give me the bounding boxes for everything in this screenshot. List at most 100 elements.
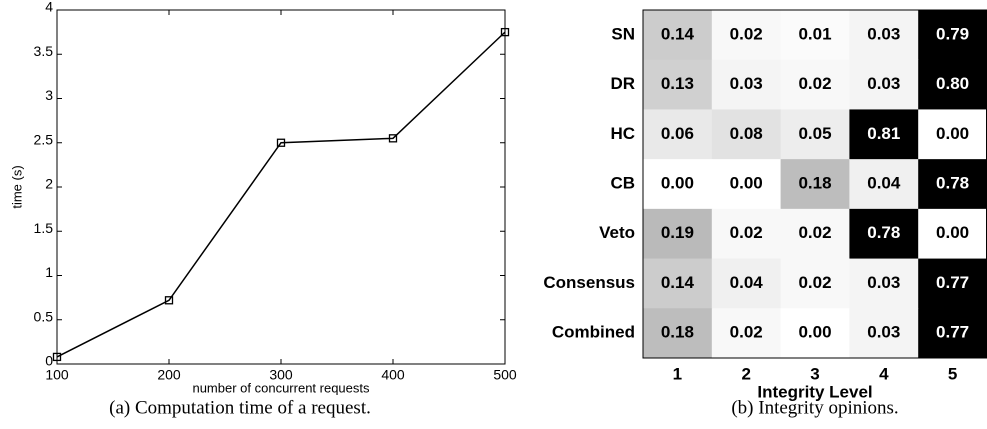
x-tick-label: 100 bbox=[45, 367, 69, 383]
cell-label: 0.00 bbox=[798, 323, 831, 342]
cell bbox=[711, 10, 782, 61]
y-tick-label: 0 bbox=[45, 353, 53, 369]
cell-label: 0.18 bbox=[798, 173, 831, 192]
cell bbox=[918, 308, 987, 359]
cell bbox=[849, 59, 919, 110]
cell bbox=[849, 308, 919, 359]
cell bbox=[643, 109, 713, 160]
cell bbox=[918, 258, 987, 309]
cell-label: 0.14 bbox=[661, 24, 695, 43]
cell bbox=[780, 258, 850, 309]
row-label: Veto bbox=[599, 223, 635, 242]
cell-label: 0.03 bbox=[867, 74, 900, 93]
cell bbox=[918, 208, 987, 260]
cell-label: 0.14 bbox=[661, 273, 695, 292]
cell-label: 0.00 bbox=[661, 173, 694, 192]
cell bbox=[849, 109, 919, 160]
cell-label: 0.03 bbox=[867, 273, 900, 292]
x-tick-label: 200 bbox=[157, 367, 181, 383]
cell-label: 0.03 bbox=[730, 74, 763, 93]
cell bbox=[643, 59, 713, 110]
x-tick-label: 2 bbox=[741, 364, 750, 383]
cell-label: 0.00 bbox=[936, 124, 969, 143]
cell-label: 0.01 bbox=[798, 24, 831, 43]
cell bbox=[711, 258, 782, 309]
cell-label: 0.77 bbox=[936, 273, 969, 292]
cell-label: 0.77 bbox=[936, 323, 969, 342]
cell bbox=[918, 10, 987, 61]
cell-label: 0.79 bbox=[936, 24, 969, 43]
x-tick-label: 1 bbox=[673, 364, 682, 383]
cell bbox=[711, 208, 782, 260]
caption: (a) Computation time of a request. bbox=[109, 397, 371, 418]
cell bbox=[918, 159, 987, 210]
cell-label: 0.03 bbox=[867, 24, 900, 43]
row-label: SN bbox=[611, 24, 635, 43]
cell bbox=[643, 258, 713, 309]
x-tick-label: 300 bbox=[269, 367, 293, 383]
x-axis-label: Integrity Level bbox=[757, 382, 872, 401]
cell bbox=[780, 59, 850, 110]
y-tick-label: 1 bbox=[45, 264, 53, 280]
cell-label: 0.02 bbox=[730, 323, 763, 342]
cell bbox=[711, 109, 782, 160]
row-label: HC bbox=[610, 124, 635, 143]
cell bbox=[711, 159, 782, 210]
x-tick-label: 400 bbox=[381, 367, 405, 383]
marker bbox=[164, 296, 174, 305]
cell-label: 0.05 bbox=[798, 124, 831, 143]
y-tick-label: 2 bbox=[45, 176, 53, 192]
marker bbox=[500, 27, 510, 37]
cell bbox=[849, 258, 919, 309]
cell bbox=[849, 159, 919, 210]
cell-label: 0.78 bbox=[867, 223, 900, 242]
cell-label: 0.13 bbox=[661, 74, 694, 93]
cell-label: 0.19 bbox=[661, 223, 694, 242]
y-tick-label: 3.5 bbox=[34, 43, 54, 59]
y-tick-label: 0.5 bbox=[34, 308, 54, 324]
row-label: Consensus bbox=[543, 273, 635, 292]
x-tick-label: 5 bbox=[948, 364, 957, 383]
cell-label: 0.03 bbox=[867, 323, 900, 342]
cell bbox=[643, 159, 713, 210]
cell bbox=[849, 10, 919, 61]
marker bbox=[276, 138, 286, 147]
cell-label: 0.02 bbox=[798, 223, 831, 242]
cell-label: 0.04 bbox=[867, 173, 901, 192]
plot-frame bbox=[56, 9, 506, 365]
cell-label: 0.08 bbox=[730, 124, 763, 143]
y-tick-label: 2.5 bbox=[34, 131, 54, 147]
cell-label: 0.00 bbox=[730, 173, 763, 192]
row-label: CB bbox=[610, 173, 635, 192]
cell bbox=[780, 10, 850, 61]
y-tick-label: 1.5 bbox=[34, 220, 54, 236]
cell-label: 0.02 bbox=[798, 74, 831, 93]
x-tick-label: 500 bbox=[493, 367, 517, 383]
y-axis-label: time (s) bbox=[9, 165, 24, 208]
cell bbox=[780, 109, 850, 160]
marker bbox=[388, 134, 398, 143]
cell-label: 0.78 bbox=[936, 173, 969, 192]
cell bbox=[643, 208, 713, 260]
cell bbox=[780, 308, 850, 359]
cell bbox=[711, 59, 782, 110]
row-label: Combined bbox=[552, 323, 635, 342]
cell bbox=[643, 10, 713, 61]
caption: (b) Integrity opinions. bbox=[731, 397, 898, 418]
cell-label: 0.06 bbox=[661, 124, 694, 143]
x-tick-label: 3 bbox=[810, 364, 819, 383]
cell-label: 0.02 bbox=[798, 273, 831, 292]
cell-label: 0.80 bbox=[936, 74, 969, 93]
x-axis-label: number of concurrent requests bbox=[192, 380, 370, 395]
cell bbox=[849, 208, 919, 260]
x-tick-label: 4 bbox=[879, 364, 889, 383]
cell-label: 0.04 bbox=[730, 273, 764, 292]
cell bbox=[918, 59, 987, 110]
row-label: DR bbox=[610, 74, 635, 93]
cell bbox=[918, 109, 987, 160]
cell bbox=[711, 308, 782, 359]
cell bbox=[780, 159, 850, 210]
marker bbox=[52, 352, 62, 362]
cell bbox=[643, 308, 713, 359]
